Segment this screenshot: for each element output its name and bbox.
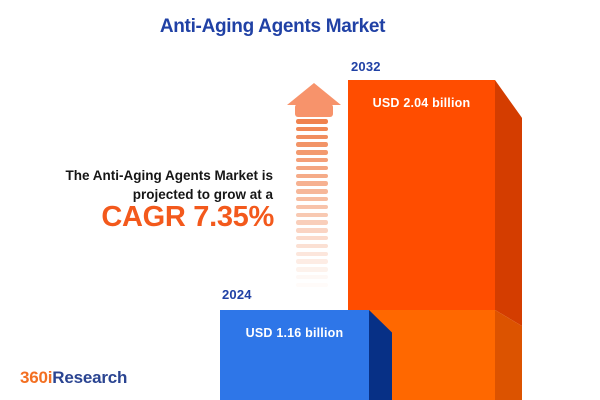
arrow-stripe xyxy=(296,150,328,155)
arrow-stripes xyxy=(296,119,328,287)
annotation-text: The Anti-Aging Agents Market is projecte… xyxy=(0,166,273,204)
bar-2024-value-label: USD 1.16 billion xyxy=(245,326,344,340)
arrow-neck xyxy=(295,104,333,117)
arrow-stripe xyxy=(296,251,328,257)
arrow-stripe xyxy=(296,134,328,140)
arrow-stripe xyxy=(296,165,328,171)
brand-logo-suffix: Research xyxy=(52,368,128,387)
bar-2024-front-face xyxy=(220,310,369,400)
arrow-stripe xyxy=(296,267,328,272)
arrow-stripe xyxy=(296,181,328,186)
annotation-line1: The Anti-Aging Agents Market is xyxy=(65,168,273,183)
page-title: Anti-Aging Agents Market xyxy=(159,16,386,37)
bar-2032-side-base-segment xyxy=(495,310,522,400)
cagr-value: CAGR 7.35% xyxy=(101,201,274,233)
arrow-stripe xyxy=(296,142,328,147)
arrow-stripe xyxy=(296,196,328,202)
brand-logo: 360iResearch xyxy=(20,368,127,388)
annotation-line2: projected to grow at a xyxy=(132,187,273,202)
bar-2024-side-face xyxy=(369,310,392,400)
arrow-stripe xyxy=(296,220,328,225)
bar-2032-side-growth-segment xyxy=(495,80,522,326)
bar-2032-value-label: USD 2.04 billion xyxy=(372,96,471,110)
arrow-head-icon xyxy=(287,83,341,105)
arrow-stripe xyxy=(296,235,328,241)
brand-logo-prefix: 360i xyxy=(20,368,53,387)
arrow-stripe xyxy=(296,173,328,179)
arrow-stripe xyxy=(296,212,328,218)
arrow-stripe xyxy=(296,259,328,264)
arrow-stripe xyxy=(296,228,328,233)
arrow-stripe xyxy=(296,119,328,124)
bar-2032-year-label: 2032 xyxy=(351,59,381,74)
bar-2024-year-label: 2024 xyxy=(222,287,252,302)
arrow-stripe xyxy=(296,204,328,210)
arrow-stripe xyxy=(296,243,328,249)
arrow-stripe xyxy=(296,274,328,280)
bar-2032-front-growth-segment xyxy=(348,80,495,310)
arrow-stripe xyxy=(296,283,328,288)
arrow-stripe xyxy=(296,126,328,132)
arrow-stripe xyxy=(296,189,328,194)
arrow-stripe xyxy=(296,157,328,163)
